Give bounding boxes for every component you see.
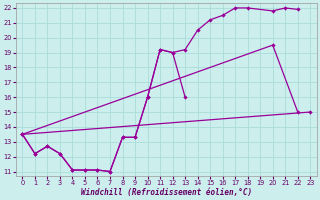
X-axis label: Windchill (Refroidissement éolien,°C): Windchill (Refroidissement éolien,°C)	[81, 188, 252, 197]
